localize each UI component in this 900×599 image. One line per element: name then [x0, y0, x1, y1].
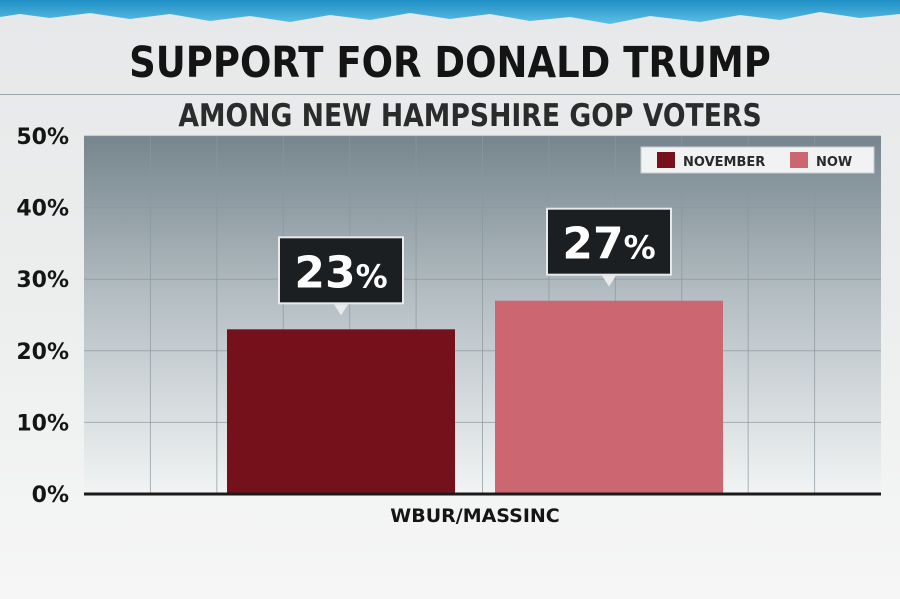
y-axis-ticks: 0% 10% 20% 30% 40% 50% — [16, 125, 69, 508]
y-tick-label: 50% — [16, 125, 69, 150]
callout-pointer — [334, 304, 348, 316]
callout-pointer — [602, 275, 616, 287]
legend-swatch-now — [790, 152, 808, 168]
legend: NOVEMBER NOW — [640, 146, 875, 174]
callout-box — [546, 207, 672, 276]
y-tick-label: 30% — [16, 268, 69, 293]
callout-box — [278, 236, 404, 305]
chart-subtitle: AMONG NEW HAMPSHIRE GOP VOTERS — [178, 98, 762, 134]
title-divider — [0, 94, 900, 95]
bar-now — [495, 300, 723, 494]
y-tick-label: 0% — [32, 483, 69, 508]
bar-november — [227, 329, 455, 494]
x-category-label: WBUR/MASSINC — [390, 505, 559, 527]
value-callout-november: 23% — [278, 236, 404, 316]
horizontal-gridlines — [84, 135, 881, 423]
y-tick-label: 10% — [16, 411, 69, 436]
y-tick-label: 40% — [16, 197, 69, 222]
legend-label-november: NOVEMBER — [683, 155, 765, 170]
value-label: 23% — [294, 247, 387, 298]
chart-title: SUPPORT FOR DONALD TRUMP — [129, 38, 771, 88]
value-label: 27% — [562, 219, 655, 270]
top-banner — [0, 0, 900, 24]
bars — [227, 300, 723, 494]
y-tick-label: 20% — [16, 340, 69, 365]
legend-label-now: NOW — [816, 155, 852, 170]
value-labels: 23% 27% — [278, 207, 672, 316]
value-callout-now: 27% — [546, 207, 672, 287]
legend-swatch-november — [657, 152, 675, 168]
